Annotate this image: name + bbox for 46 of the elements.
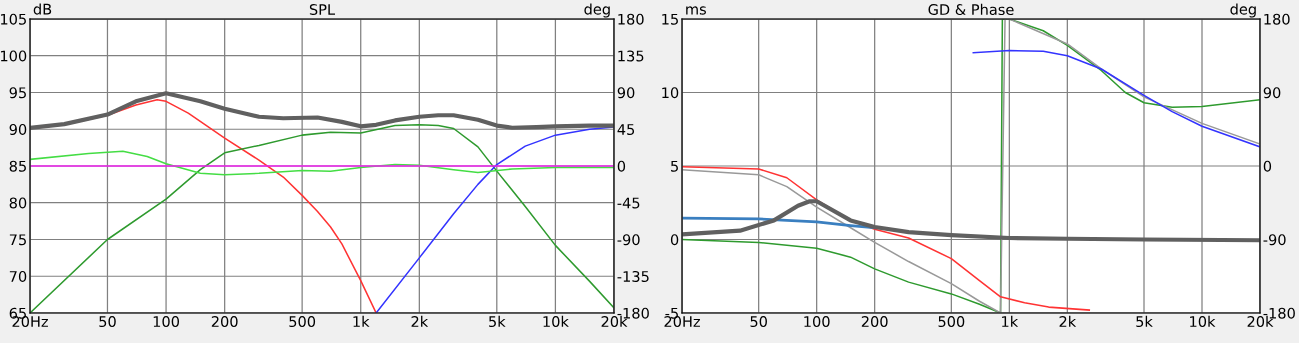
x-tick-label: 10k bbox=[543, 315, 569, 328]
y-tick-label: 5 bbox=[671, 160, 678, 172]
y-tick-label: 85 bbox=[9, 160, 26, 172]
x-tick-label: 200 bbox=[211, 316, 238, 328]
x-tick-label: 1k bbox=[353, 315, 370, 327]
y2-tick-label: -90 bbox=[617, 234, 640, 246]
x-tick-label: 500 bbox=[938, 316, 965, 328]
x-tick-label: 2k bbox=[411, 315, 429, 327]
y2-tick-label: -135 bbox=[617, 270, 649, 282]
y2-tick-label: 180 bbox=[618, 13, 644, 25]
y2-tick-label: 0 bbox=[1263, 160, 1272, 172]
x-tick-label: 1k bbox=[1002, 315, 1019, 327]
x-tick-label: 50 bbox=[750, 316, 767, 328]
y2-tick-label: 90 bbox=[1263, 87, 1281, 99]
x-tick-label: 2k bbox=[1059, 315, 1077, 327]
y-tick-label: 0 bbox=[670, 234, 679, 246]
y2-tick-label: -90 bbox=[1263, 234, 1286, 246]
x-tick-label: 500 bbox=[289, 316, 316, 328]
y-tick-label: 95 bbox=[9, 87, 26, 99]
y-tick-label: 90 bbox=[9, 123, 27, 135]
y2-tick-label: 45 bbox=[617, 124, 635, 135]
chart-title: GD & Phase bbox=[928, 3, 1014, 16]
y-axis-title: ms bbox=[686, 6, 706, 15]
y2-axis-title: deg bbox=[584, 3, 610, 18]
y-tick-label: 100 bbox=[0, 50, 27, 62]
y-axis-title: dB bbox=[33, 3, 52, 15]
y-tick-label: 75 bbox=[9, 234, 26, 246]
y-tick-label: 10 bbox=[662, 87, 679, 99]
x-tick-label: 5k bbox=[1136, 315, 1153, 328]
x-tick-label: 200 bbox=[861, 316, 888, 328]
chart-title: SPL bbox=[309, 4, 336, 16]
x-tick-label: 50 bbox=[99, 316, 116, 328]
x-tick-label: 100 bbox=[804, 316, 830, 328]
x-tick-label: 100 bbox=[153, 316, 180, 328]
y-tick-label: 105 bbox=[0, 13, 26, 25]
x-tick-label: 5k bbox=[489, 315, 506, 328]
x-tick-label: 10k bbox=[1190, 315, 1216, 328]
y2-tick-label: 180 bbox=[1264, 13, 1290, 25]
y2-tick-label: 135 bbox=[618, 50, 644, 62]
y-tick-label: 15 bbox=[662, 13, 678, 25]
y2-tick-label: 90 bbox=[617, 87, 635, 99]
y2-axis-title: deg bbox=[1230, 3, 1256, 18]
y-tick-label: 80 bbox=[9, 197, 27, 209]
y2-tick-label: 0 bbox=[617, 160, 626, 172]
y2-tick-label: -45 bbox=[617, 197, 640, 209]
y-tick-label: 70 bbox=[9, 270, 27, 282]
